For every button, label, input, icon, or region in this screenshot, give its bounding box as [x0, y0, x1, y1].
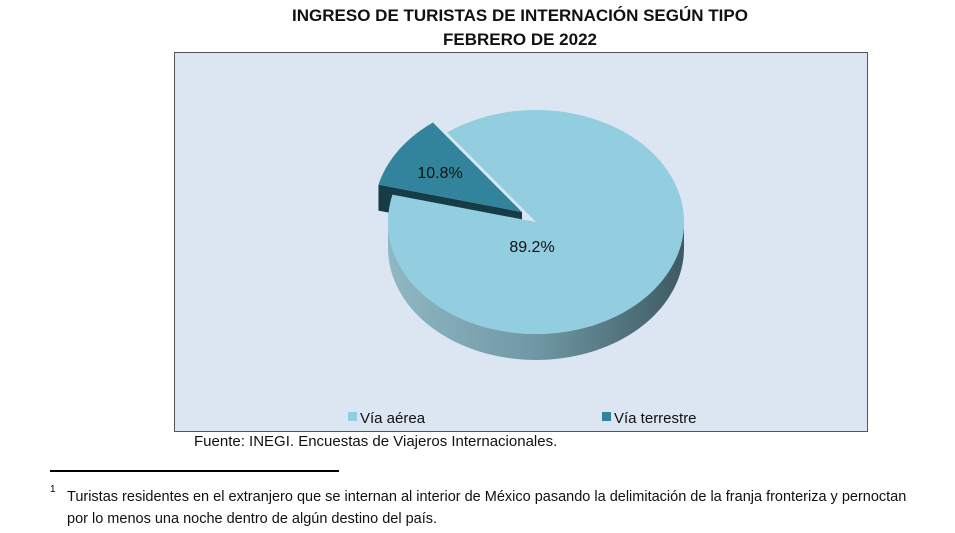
pie-chart: 89.2% 10.8% Vía aérea Vía terrestre: [174, 52, 868, 432]
legend-swatch-terrestre: [602, 412, 611, 421]
footnote-line-1: Turistas residentes en el extranjero que…: [67, 489, 907, 505]
pie-slice-via-aerea: [388, 110, 684, 334]
subtitle-text: Febrero de 2022: [443, 30, 597, 49]
legend-label-terrestre: Vía terrestre: [614, 410, 697, 427]
data-label-via-aerea: 89.2%: [509, 239, 554, 256]
footnote-marker: 1: [50, 484, 56, 495]
footnote-line-2: por lo menos una noche dentro de algún d…: [67, 511, 438, 527]
chart-subtitle: Febrero de 2022: [0, 30, 955, 50]
data-label-via-terrestre: 10.8%: [417, 165, 462, 182]
title-text: Ingreso de turistas de internación según…: [292, 6, 748, 25]
footnote: Turistas residentes en el extranjero que…: [67, 486, 906, 530]
legend: Vía aérea Vía terrestre: [348, 410, 697, 427]
legend-label-aerea: Vía aérea: [360, 410, 426, 427]
chart-title: Ingreso de turistas de internación según…: [0, 6, 955, 26]
legend-swatch-aerea: [348, 412, 357, 421]
pie-slice-side-0: [388, 222, 684, 360]
footnote-divider: [50, 470, 339, 472]
pie-slice-via-terrestre: [378, 122, 522, 212]
source-note: Fuente: INEGI. Encuestas de Viajeros Int…: [194, 433, 558, 450]
